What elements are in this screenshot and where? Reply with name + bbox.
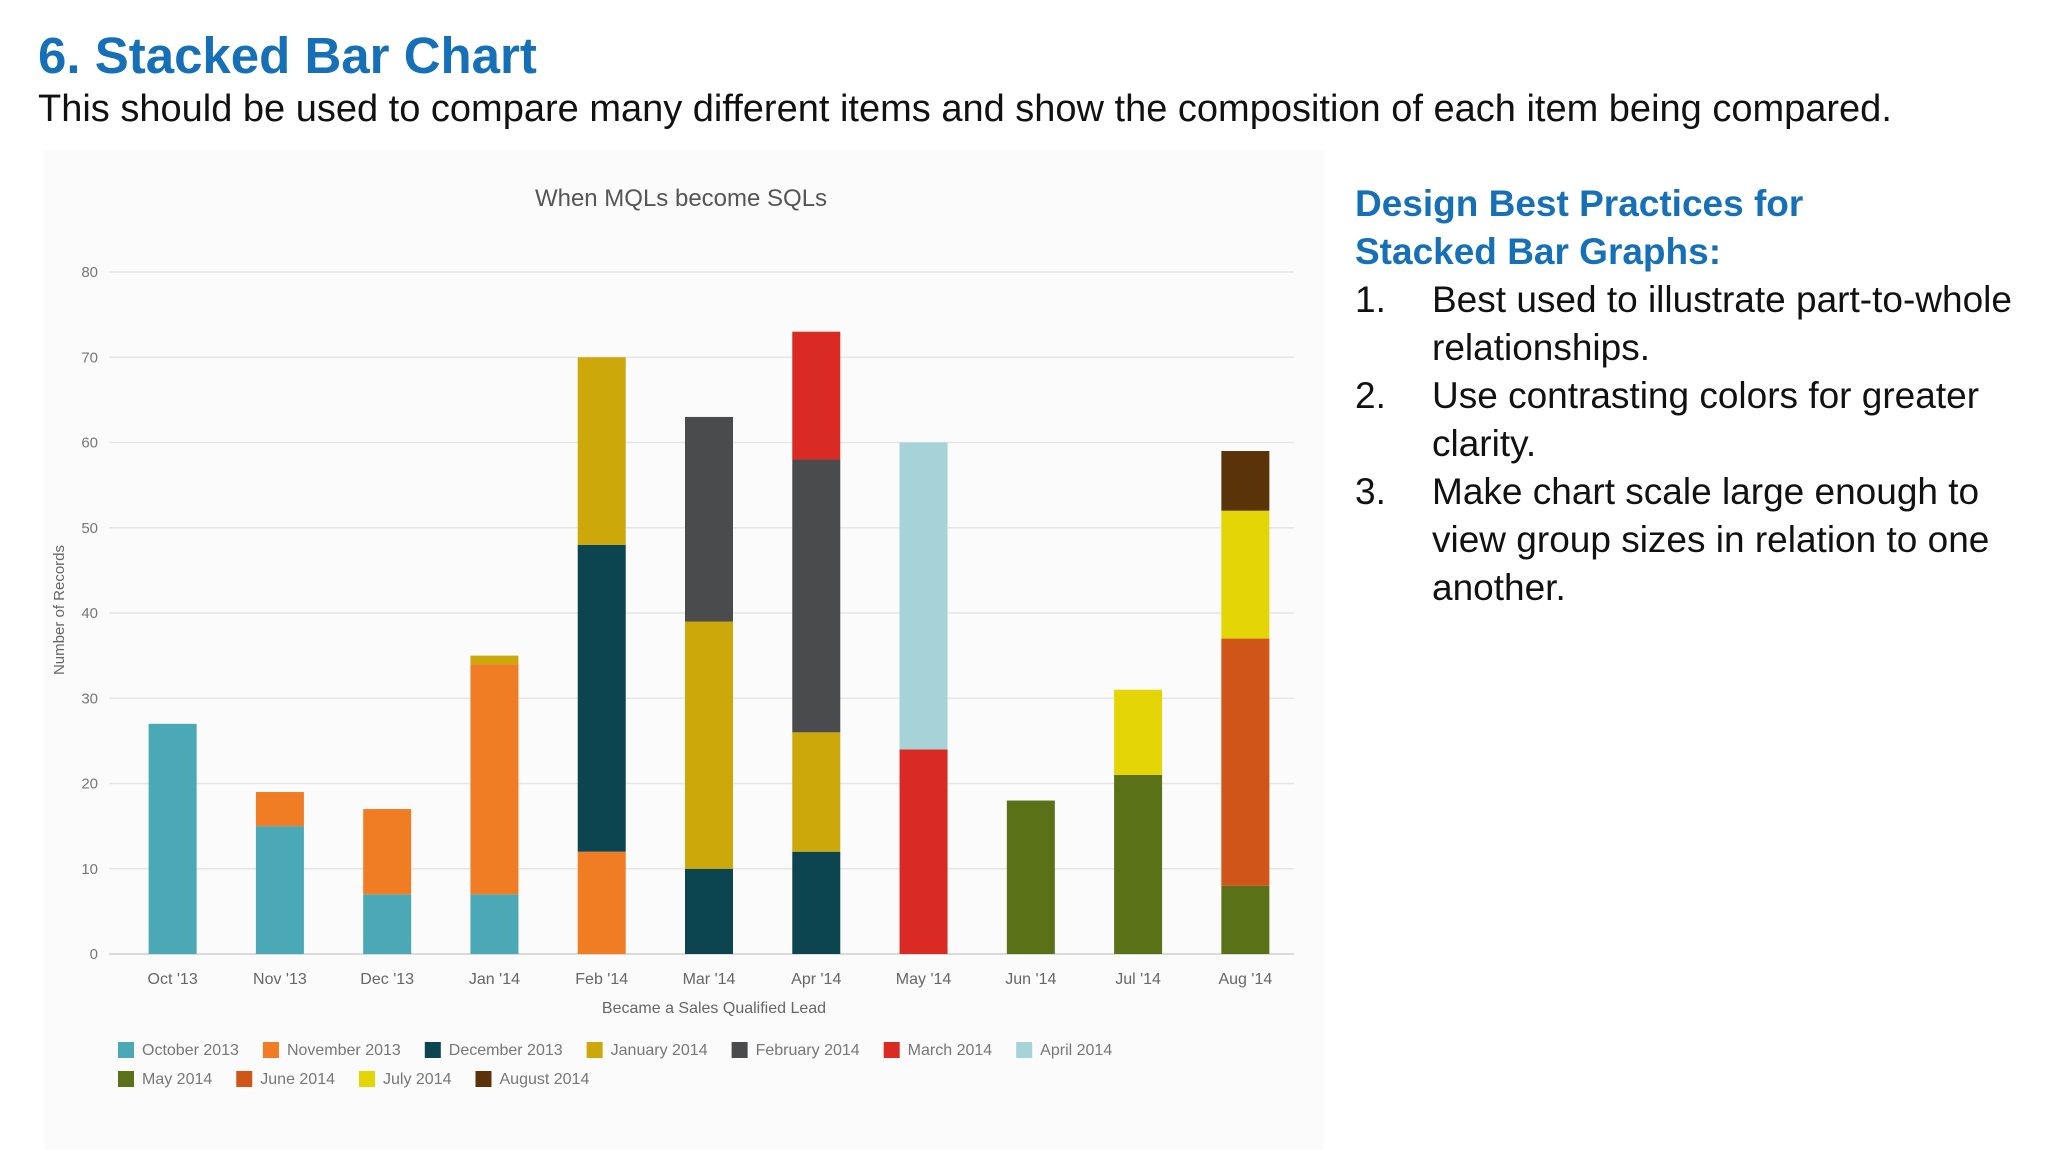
y-tick-label: 50 bbox=[81, 520, 98, 537]
list-number: 2. bbox=[1355, 375, 1386, 416]
bar-segment bbox=[1221, 510, 1270, 639]
best-practices-heading: Design Best Practices for Stacked Bar Gr… bbox=[1355, 180, 2015, 276]
legend-label: August 2014 bbox=[500, 1071, 590, 1088]
bar-segment bbox=[470, 655, 519, 665]
chart-panel: 0 10 20 30 40 50 60 70 80 Oct '13 Nov '13 Dec '13 J… bbox=[44, 150, 1324, 1150]
chart-legend: October 2013 November 2013 December 2013 Ja… bbox=[118, 1042, 1112, 1088]
best-practice-text: Best used to illustrate part-to-whole re… bbox=[1432, 279, 2012, 368]
y-tick-label: 70 bbox=[81, 349, 98, 366]
bar-segment bbox=[792, 459, 841, 733]
legend-swatch bbox=[262, 1042, 279, 1058]
bar-segment bbox=[1006, 800, 1055, 954]
x-tick-label: Jun '14 bbox=[1005, 971, 1056, 988]
bar-segment bbox=[148, 723, 197, 954]
x-tick-label: Aug '14 bbox=[1218, 971, 1272, 988]
x-tick-label: Jan '14 bbox=[469, 971, 520, 988]
bar-segment bbox=[577, 851, 626, 954]
bar-segment bbox=[1114, 774, 1163, 954]
y-tick-label: 80 bbox=[81, 264, 98, 281]
chart-bars bbox=[148, 331, 1270, 954]
bar-segment bbox=[792, 851, 841, 954]
best-practices-heading-line: Stacked Bar Graphs: bbox=[1355, 231, 1722, 272]
legend-swatch bbox=[586, 1042, 603, 1058]
bar-segment bbox=[685, 621, 733, 869]
legend-swatch bbox=[475, 1071, 492, 1087]
x-tick-label: Dec '13 bbox=[360, 971, 414, 988]
bar-segment bbox=[792, 331, 841, 460]
y-tick-label: 0 bbox=[90, 946, 98, 963]
legend-swatch bbox=[424, 1042, 441, 1058]
legend-label: July 2014 bbox=[383, 1071, 452, 1088]
best-practice-text: Use contrasting colors for greater clari… bbox=[1432, 375, 1980, 464]
bar-segment bbox=[255, 792, 304, 827]
bar-segment bbox=[363, 809, 412, 895]
legend-swatch bbox=[883, 1042, 900, 1058]
x-axis-ticks: Oct '13 Nov '13 Dec '13 Jan '14 Feb '14 Mar '… bbox=[148, 971, 1273, 988]
best-practices-list: 1. Best used to illustrate part-to-whole… bbox=[1355, 276, 2015, 612]
x-tick-label: May '14 bbox=[896, 971, 952, 988]
legend-swatch bbox=[236, 1071, 253, 1087]
x-tick-label: Mar '14 bbox=[683, 971, 736, 988]
best-practice-item: 3. Make chart scale large enough to view… bbox=[1355, 468, 2015, 612]
y-tick-label: 10 bbox=[81, 861, 98, 878]
best-practice-item: 1. Best used to illustrate part-to-whole… bbox=[1355, 276, 2015, 372]
bar-segment bbox=[255, 826, 304, 954]
x-axis-label: Became a Sales Qualified Lead bbox=[602, 1000, 826, 1017]
bar-segment bbox=[792, 732, 841, 852]
x-tick-label: Feb '14 bbox=[575, 971, 628, 988]
bar-segment bbox=[363, 894, 412, 954]
y-tick-label: 60 bbox=[81, 435, 98, 452]
bar-segment bbox=[1221, 638, 1270, 886]
legend-label: December 2013 bbox=[449, 1042, 563, 1059]
legend-swatch bbox=[118, 1042, 134, 1058]
legend-swatch bbox=[359, 1071, 375, 1087]
y-tick-label: 30 bbox=[81, 690, 98, 707]
bar-segment bbox=[899, 442, 948, 750]
legend-swatch bbox=[731, 1042, 748, 1058]
best-practices-panel: Design Best Practices for Stacked Bar Gr… bbox=[1355, 180, 2015, 612]
legend-label: March 2014 bbox=[908, 1042, 993, 1059]
bar-segment bbox=[685, 416, 733, 622]
chart-title: When MQLs become SQLs bbox=[535, 185, 827, 212]
legend-label: February 2014 bbox=[756, 1042, 860, 1059]
bar-segment bbox=[1114, 689, 1163, 775]
y-axis-label: Number of Records bbox=[51, 545, 68, 675]
legend-swatch bbox=[118, 1071, 134, 1087]
best-practices-heading-line: Design Best Practices for bbox=[1355, 183, 1804, 224]
legend-label: November 2013 bbox=[287, 1042, 401, 1059]
y-tick-label: 40 bbox=[81, 605, 98, 622]
bar-segment bbox=[1221, 885, 1270, 954]
legend-label: June 2014 bbox=[260, 1071, 335, 1088]
legend-label: January 2014 bbox=[611, 1042, 708, 1059]
list-number: 3. bbox=[1355, 471, 1386, 512]
x-tick-label: Apr '14 bbox=[791, 971, 841, 988]
bar-segment bbox=[470, 894, 519, 954]
bar-segment bbox=[1221, 451, 1270, 511]
bar-segment bbox=[577, 357, 626, 545]
bar-segment bbox=[577, 544, 626, 852]
best-practice-text: Make chart scale large enough to view gr… bbox=[1432, 471, 1990, 608]
stacked-bar-chart: 0 10 20 30 40 50 60 70 80 Oct '13 Nov '13 Dec '13 J… bbox=[51, 185, 1294, 1088]
y-tick-label: 20 bbox=[81, 776, 98, 793]
legend-label: April 2014 bbox=[1040, 1042, 1112, 1059]
slide-subtitle: This should be used to compare many diff… bbox=[38, 88, 1892, 130]
bar-segment bbox=[470, 664, 519, 895]
x-tick-label: Oct '13 bbox=[148, 971, 198, 988]
bar-segment bbox=[685, 868, 733, 954]
best-practice-item: 2. Use contrasting colors for greater cl… bbox=[1355, 372, 2015, 468]
legend-swatch bbox=[1016, 1042, 1033, 1058]
legend-label: October 2013 bbox=[142, 1042, 239, 1059]
y-axis-ticks: 0 10 20 30 40 50 60 70 80 bbox=[81, 264, 98, 963]
legend-label: May 2014 bbox=[142, 1071, 212, 1088]
bar-segment bbox=[899, 749, 948, 954]
slide-title: 6. Stacked Bar Chart bbox=[38, 27, 537, 84]
list-number: 1. bbox=[1355, 279, 1386, 320]
x-tick-label: Jul '14 bbox=[1115, 971, 1161, 988]
x-tick-label: Nov '13 bbox=[253, 971, 307, 988]
